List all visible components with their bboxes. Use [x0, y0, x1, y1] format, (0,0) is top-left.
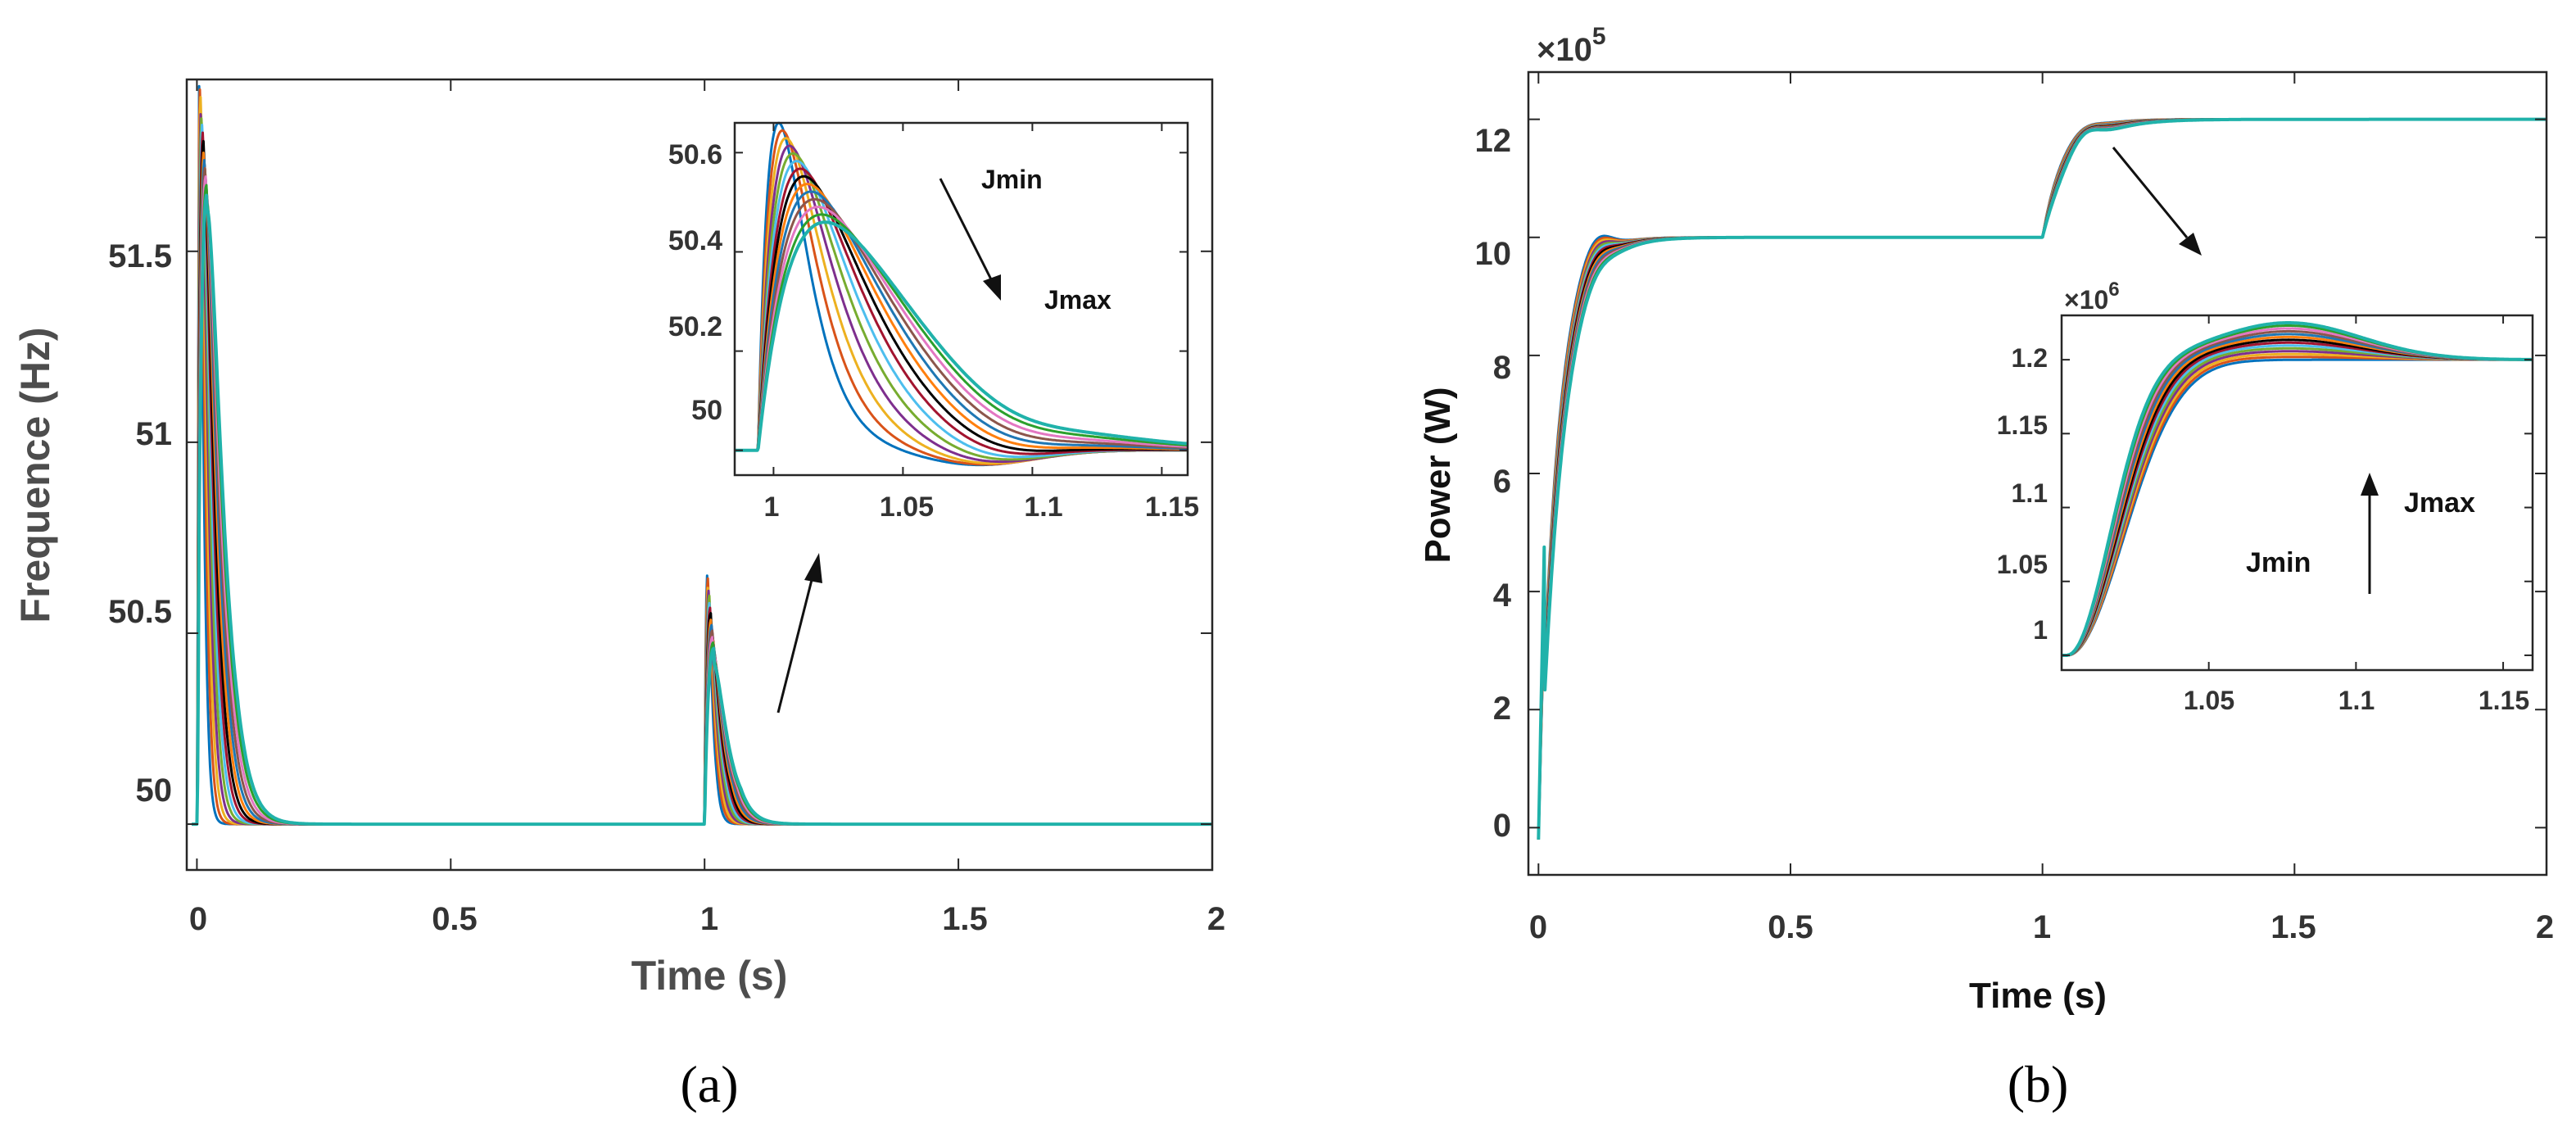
- chart-b-x-tick-2: 1: [2033, 909, 2051, 945]
- chart-b-series-13: [1537, 117, 2548, 840]
- chart-b-inset-x-tick-2: 1.15: [2479, 686, 2529, 715]
- chart-a-tick-marks: [187, 79, 1213, 870]
- chart-a-inset-annotation-jmin: Jmin: [981, 165, 1043, 194]
- chart-b-inset-y-tick-0: 1: [2033, 615, 2048, 645]
- chart-b-series: [1537, 117, 2548, 840]
- chart-a-inset-y-tick-1: 50.2: [668, 311, 722, 342]
- chart-b-x-tick-3: 1.5: [2270, 909, 2316, 945]
- chart-b-y-tick-6: 12: [1475, 123, 1512, 159]
- chart-a-inset-x-tick-3: 1.15: [1145, 492, 1199, 523]
- chart-a-xlabel: Time (s): [632, 953, 788, 999]
- chart-a-inset-tick-marks: [735, 123, 1188, 475]
- chart-a-inset-series-7: [734, 174, 1188, 452]
- chart-a-inset-x-tick-2: 1.1: [1024, 492, 1062, 523]
- chart-b-y-tick-3: 6: [1493, 464, 1511, 500]
- chart-a-x-tick-4: 2: [1207, 901, 1225, 937]
- chart-a-x-ticks: 0 0.5 1 1.5 2: [189, 901, 1225, 937]
- chart-b-xlabel: Time (s): [1969, 976, 2107, 1016]
- chart-b-ylabel: Power (W): [1418, 387, 1458, 563]
- chart-a-x-tick-1: 0.5: [432, 901, 478, 937]
- chart-b-panel-label: (b): [2008, 1055, 2069, 1113]
- chart-a-inset-series-10: [734, 197, 1188, 452]
- chart-a-x-tick-2: 1: [700, 901, 718, 937]
- chart-a-series-13: [191, 193, 1214, 827]
- chart-b-y-tick-1: 2: [1493, 691, 1511, 727]
- chart-b-y-tick-4: 8: [1493, 350, 1511, 386]
- chart-b-zoom-arrow: [2112, 147, 2189, 238]
- chart-b-inset-exponent-base: ×10: [2064, 285, 2108, 315]
- chart-b-inset-x-tick-0: 1.05: [2184, 686, 2234, 715]
- chart-a-y-tick-1: 50.5: [108, 594, 172, 630]
- chart-a-y-tick-2: 51: [136, 416, 173, 452]
- chart-a-inset-y-tick-0: 50: [691, 395, 722, 426]
- chart-a-inset-x-tick-0: 1: [764, 492, 780, 523]
- chart-b: 0 0.5 1 1.5 2 0 2 4 6 8 10 12 ×105 Time …: [1418, 23, 2554, 1113]
- chart-b-inset-y-tick-4: 1.2: [2012, 343, 2048, 373]
- chart-b-inset-series: [2061, 321, 2533, 657]
- chart-a-inset-y-tick-3: 50.6: [668, 139, 722, 170]
- chart-b-inset-x-tick-1: 1.1: [2338, 686, 2375, 715]
- chart-a-inset-series-12: [734, 213, 1188, 452]
- chart-b-inset-y-tick-3: 1.15: [1997, 410, 2048, 440]
- chart-b-inset-tick-marks: [2062, 315, 2533, 670]
- chart-b-inset-annotation-jmax: Jmax: [2404, 487, 2475, 519]
- chart-a-inset-series-8: [734, 183, 1188, 452]
- chart-b-inset-exponent: ×106: [2064, 279, 2120, 315]
- chart-b-inset-y-tick-2: 1.1: [2012, 478, 2048, 508]
- chart-b-inset-series-13: [2061, 321, 2533, 657]
- chart-b-inset-bg: [2062, 315, 2533, 670]
- chart-a-inset-series-11: [734, 206, 1188, 452]
- chart-b-y-tick-5: 10: [1475, 236, 1512, 272]
- chart-a-y-tick-3: 51.5: [108, 238, 172, 274]
- chart-b-tick-marks: [1528, 72, 2547, 875]
- chart-b-x-tick-1: 0.5: [1768, 909, 1813, 945]
- chart-a-inset-trend-arrow: [939, 178, 994, 283]
- chart-a-y-ticks: 50 50.5 51 51.5: [108, 238, 172, 809]
- chart-a-x-tick-3: 1.5: [942, 901, 988, 937]
- chart-b-exponent-power: 5: [1592, 23, 1606, 50]
- chart-a-axes-box: [185, 78, 1214, 872]
- chart-b-zoom-arrowhead: [2179, 233, 2202, 256]
- chart-a-inset-series-9: [734, 190, 1188, 452]
- chart-b-x-tick-4: 2: [2536, 909, 2554, 945]
- chart-b-y-tick-0: 0: [1493, 808, 1511, 844]
- chart-a-x-tick-0: 0: [189, 901, 207, 937]
- chart-b-y-ticks: 0 2 4 6 8 10 12: [1475, 123, 1512, 844]
- chart-a: 0 0.5 1 1.5 2 50 50.5 51 51.5 Time (s) F…: [12, 78, 1225, 1113]
- chart-b-inset-exponent-power: 6: [2108, 279, 2119, 301]
- chart-b-x-tick-0: 0: [1529, 909, 1547, 945]
- chart-a-zoom-arrowhead: [804, 553, 822, 583]
- chart-b-inset: ×106 1.05 1.1 1.15 1 1.05 1.1 1.15 1.2 J…: [1997, 279, 2534, 715]
- chart-b-exponent-base: ×10: [1537, 32, 1592, 68]
- chart-a-inset-trend-arrowhead: [983, 274, 1001, 301]
- chart-b-exponent: ×105: [1537, 23, 1606, 68]
- chart-b-inset-trend-arrowhead: [2361, 473, 2379, 496]
- chart-a-inset-x-tick-1: 1.05: [880, 492, 934, 523]
- chart-a-inset-series-13: [734, 220, 1188, 452]
- chart-b-inset-y-tick-1: 1.05: [1997, 550, 2048, 579]
- chart-a-ylabel: Frequence (Hz): [12, 327, 58, 623]
- chart-b-y-tick-2: 4: [1493, 578, 1512, 614]
- chart-a-zoom-arrow: [776, 573, 815, 713]
- chart-a-panel-label: (a): [680, 1055, 738, 1113]
- chart-b-inset-box: [2060, 314, 2534, 672]
- chart-a-y-tick-0: 50: [136, 772, 173, 809]
- chart-b-inset-annotation-jmin: Jmin: [2246, 547, 2311, 578]
- chart-a-inset-box: [733, 121, 1189, 477]
- chart-a-inset-series: [734, 121, 1188, 467]
- chart-a-inset-annotation-jmax: Jmax: [1044, 285, 1111, 315]
- chart-b-x-ticks: 0 0.5 1 1.5 2: [1529, 909, 2554, 945]
- chart-a-inset: 1 1.05 1.1 1.15 50 50.2 50.4 50.6 Jmin J…: [668, 121, 1199, 523]
- chart-a-inset-y-tick-2: 50.4: [668, 225, 722, 256]
- chart-a-series: [191, 84, 1214, 827]
